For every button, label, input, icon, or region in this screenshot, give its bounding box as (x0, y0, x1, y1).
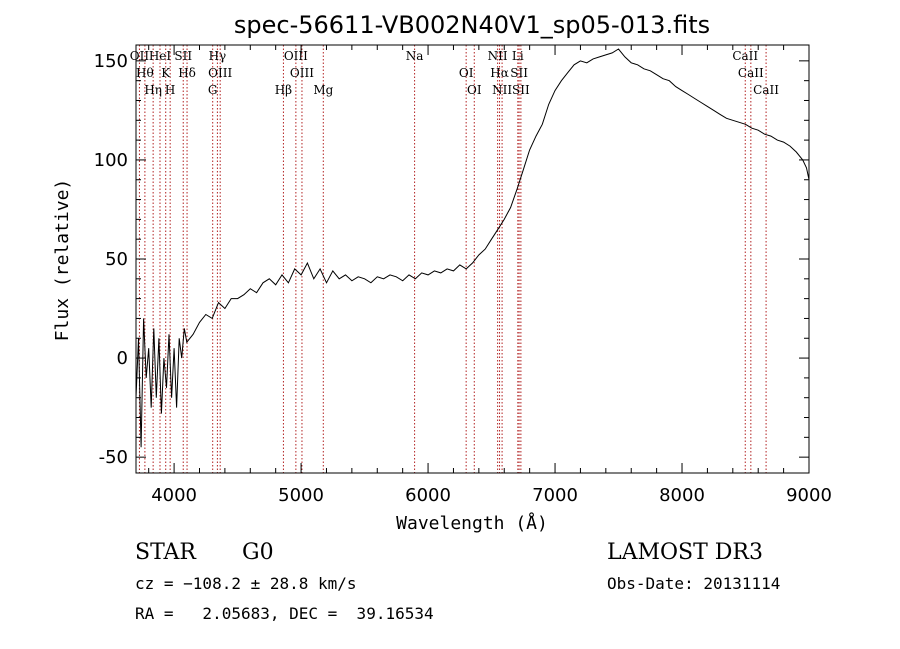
marker-label: SII (512, 83, 530, 97)
y-tick-label: 0 (117, 348, 128, 369)
marker-label: H (165, 83, 175, 97)
marker-label: SII (510, 66, 528, 80)
plot-frame (135, 44, 810, 474)
marker-label: Hα (490, 66, 509, 80)
x-tick-label: 6000 (405, 485, 451, 506)
y-axis-label: Flux (relative) (52, 179, 73, 342)
flux-series-line (135, 48, 810, 448)
spectral-line-labels: OII Hθ Hη HeI KH SII Hδ G Hγ OIII Hβ OIII OIII Mg Na OI… (130, 49, 779, 97)
marker-label: OI (459, 66, 474, 80)
marker-label: Na (406, 49, 424, 63)
survey-name: LAMOST DR3 (607, 540, 763, 565)
marker-label: OIII (208, 66, 232, 80)
redshift-velocity: cz = −108.2 ± 28.8 km/s (135, 574, 357, 593)
marker-label: Hθ (136, 66, 154, 80)
x-axis-label: Wavelength (Å) (396, 512, 548, 534)
marker-label: Hγ (209, 49, 227, 63)
y-tick-label: 50 (105, 249, 128, 270)
x-tick-label: 9000 (786, 485, 832, 506)
marker-label: OI (467, 83, 482, 97)
y-tick-label: -50 (99, 447, 128, 468)
y-tick-label: 150 (94, 51, 128, 72)
y-axis-ticks: -50 0 50 100 150 (94, 51, 809, 468)
marker-label: G (208, 83, 218, 97)
x-tick-label: 5000 (278, 485, 324, 506)
coordinates: RA = 2.05683, DEC = 39.16534 (135, 604, 434, 623)
chart-title: spec-56611-VB002N40V1_sp05-013.fits (234, 11, 710, 39)
object-subclass: G0 (242, 540, 274, 565)
marker-label: Li (512, 49, 524, 63)
marker-label: Hη (144, 83, 162, 97)
object-class: STAR (135, 540, 197, 565)
marker-label: CaII (738, 66, 764, 80)
x-axis-ticks: 4000 5000 6000 7000 8000 9000 (148, 45, 832, 506)
marker-label: Hδ (178, 66, 196, 80)
observation-date: Obs-Date: 20131114 (607, 574, 780, 593)
marker-label: NII (488, 49, 508, 63)
marker-label: CaII (753, 83, 779, 97)
x-tick-label: 7000 (532, 485, 578, 506)
marker-label: HeI (149, 49, 172, 63)
marker-label: OIII (284, 49, 308, 63)
marker-label: SII (174, 49, 192, 63)
marker-label: K (161, 66, 171, 80)
marker-label: OII (130, 49, 150, 63)
x-tick-label: 4000 (151, 485, 197, 506)
marker-label: CaII (732, 49, 758, 63)
marker-label: Mg (313, 83, 333, 97)
spectral-line-markers (138, 45, 767, 473)
y-tick-label: 100 (94, 150, 128, 171)
x-tick-label: 8000 (659, 485, 705, 506)
marker-label: Hβ (275, 83, 292, 97)
marker-label: OIII (290, 66, 314, 80)
marker-label: NII (492, 83, 512, 97)
